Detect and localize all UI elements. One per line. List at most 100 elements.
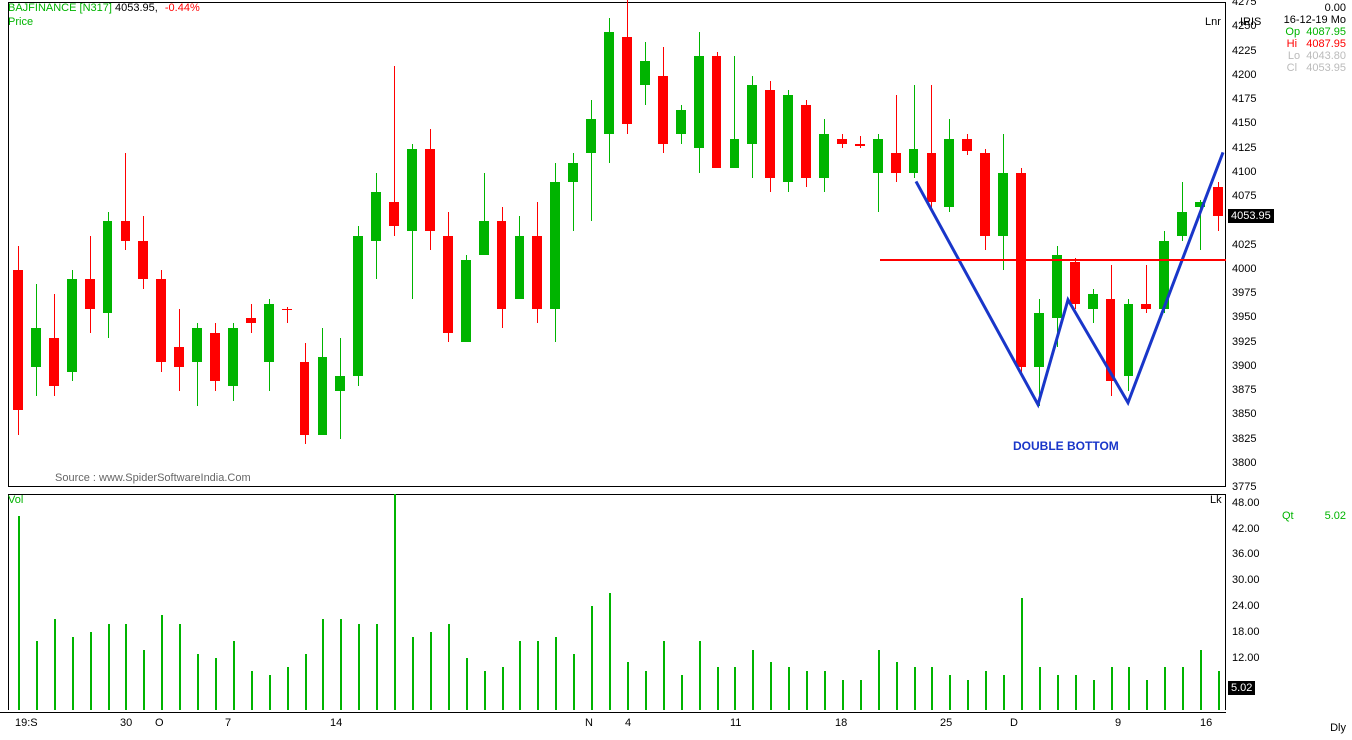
x-axis: 19:S30O714N4111825D916 [0,712,1226,732]
candle-body [228,328,238,386]
vol-tick: 24.00 [1232,600,1260,612]
price-tick: 4150 [1232,117,1256,129]
price-tick: 3975 [1232,287,1256,299]
op-label: Op [1285,26,1300,38]
candle-body [1213,187,1223,216]
candle-body [694,56,704,148]
volume-bar [1128,667,1130,710]
candle-body [658,76,668,144]
x-tick: 7 [225,717,231,729]
dly-label: Dly [1330,722,1346,734]
price-tick: 3800 [1232,457,1256,469]
vol-tick: 36.00 [1232,548,1260,560]
volume-bar [627,662,629,710]
volume-bar [609,593,611,710]
volume-bar [1021,598,1023,710]
volume-bar [394,494,396,710]
candle-body [461,260,471,342]
candle-body [747,85,757,143]
volume-bar [143,650,145,710]
volume-bar [376,624,378,710]
volume-bar [484,671,486,710]
candle-body [264,304,274,362]
volume-bar [842,680,844,710]
volume-bar [537,641,539,710]
price-tick: 4200 [1232,69,1256,81]
candle-body [640,61,650,85]
lo-value: 4043.80 [1306,50,1346,62]
cl-label: Cl [1287,62,1297,74]
volume-bar [466,658,468,710]
volume-bar [1057,675,1059,710]
volume-bar [752,650,754,710]
x-tick: N [585,717,593,729]
candle-body [783,95,793,182]
volume-bar [878,650,880,710]
x-tick: 18 [835,717,847,729]
qt-label: Qt [1282,510,1294,522]
candle-body [532,236,542,309]
volume-bar [806,671,808,710]
candle-body [550,182,560,308]
candle-body [1070,262,1080,304]
candle-body [730,139,740,168]
x-tick: 9 [1115,717,1121,729]
candle-body [909,149,919,173]
candle-body [1016,173,1026,367]
volume-bar [967,680,969,710]
vol-tick: 12.00 [1232,652,1260,664]
volume-bar [770,662,772,710]
zero-value: 0.00 [1325,2,1346,14]
candle-body [31,328,41,367]
candle-body [174,347,184,366]
volume-bar [1003,675,1005,710]
volume-bar [681,675,683,710]
volume-bar [287,667,289,710]
candle-body [944,139,954,207]
candle-body [622,37,632,124]
x-tick: 11 [730,717,741,729]
volume-bar [1182,667,1184,710]
candle-body [568,163,578,182]
volume-bar [1075,675,1077,710]
vol-axis-label: Vol [8,494,23,506]
lk-label: Lk [1210,494,1222,506]
price-chart[interactable] [8,2,1226,487]
candle-body [300,362,310,435]
volume-chart[interactable] [8,494,1226,710]
x-tick: 19:S [15,717,38,729]
candle-body [282,309,292,311]
candle-body [138,241,148,280]
volume-bar [179,624,181,710]
volume-bar [125,624,127,710]
candle-body [1106,299,1116,381]
volume-bar [663,641,665,710]
volume-bar [824,671,826,710]
volume-bar [949,675,951,710]
vol-tick: 42.00 [1232,523,1260,535]
x-tick: 30 [120,717,132,729]
candle-body [1034,313,1044,366]
candle-body [1052,255,1062,318]
candle-body [425,149,435,231]
candle-body [1195,202,1205,207]
qt-value: 5.02 [1325,510,1346,522]
hi-value: 4087.95 [1306,38,1346,50]
candle-body [980,153,990,235]
volume-bar [305,654,307,710]
candle-body [192,328,202,362]
cl-value: 4053.95 [1306,62,1346,74]
price-tick: 3850 [1232,408,1256,420]
current-vol-box: 5.02 [1228,681,1255,695]
volume-bar [448,624,450,710]
vol-tick: 30.00 [1232,574,1260,586]
volume-bar [90,632,92,710]
volume-bar [1146,680,1148,710]
candle-body [676,110,686,134]
candle-body [927,153,937,202]
candle-body [246,318,256,323]
volume-bar [18,516,20,710]
volume-bar [914,667,916,710]
volume-bar [322,619,324,710]
candle-body [891,153,901,172]
